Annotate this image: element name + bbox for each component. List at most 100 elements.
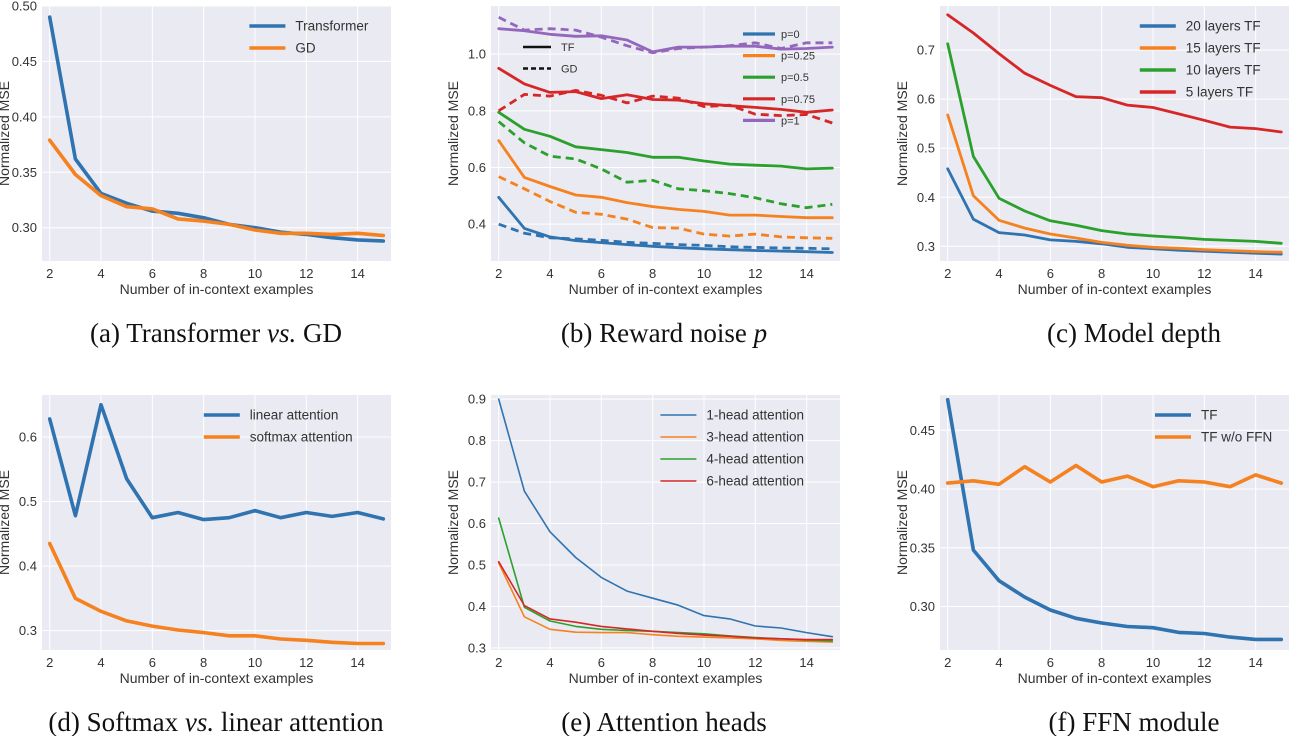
legend-label: softmax attention [250,430,353,445]
x-tick-label: 10 [697,655,711,670]
x-tick-label: 2 [495,655,502,670]
series-line-1-head-attention [497,398,834,638]
legend-label: p=0.5 [781,72,809,84]
y-tick-label: 0.4 [468,217,486,232]
series-line-p-0-5 [497,110,834,171]
legend: p=0 p=0.25 p=0.5 p=0.75 p=1 TF GD [523,29,815,127]
series-line-green-dashed [497,120,833,210]
x-tick-label: 8 [200,266,207,281]
legend-label: p=1 [781,115,800,127]
y-tick-label: 0.4 [917,190,935,205]
series-line-15-layers-tf [946,113,1283,254]
legend-label: linear attention [250,408,339,423]
legend-label: 3-head attention [706,430,804,445]
subfigure-caption: (e) Attention heads [561,707,766,736]
chart-panel-5: 2 4 6 8 10 12 14 0.3 0.4 0.5 0.6 0.7 0.8 0.9 Number of… [445,392,840,736]
chart-panel-4: 2 4 6 8 10 12 14 0.3 0.4 0.5 0.6 Number of in-conte… [0,395,391,736]
legend-label: p=0 [781,29,800,41]
legend: Transformer GD [249,19,369,56]
y-tick-label: 0.5 [19,494,37,509]
x-tick-label: 8 [649,266,656,281]
y-tick-label: 0.50 [12,0,37,14]
x-tick-label: 6 [598,655,605,670]
subfigure-caption: (a) Transformer vs. GD [90,318,342,348]
x-tick-label: 2 [46,655,53,670]
y-tick-label: 0.45 [910,423,935,438]
x-tick-label: 2 [495,266,502,281]
x-tick-label: 4 [546,655,553,670]
series-line-softmax-attention [47,541,386,646]
legend-label: GD [295,41,316,56]
x-tick-label: 8 [649,655,656,670]
legend-label: Transformer [295,19,369,34]
x-axis-label: Number of in-context examples [120,281,314,297]
x-tick-label: 12 [748,266,762,281]
series-line-linear-attention [47,402,386,522]
x-tick-label: 10 [248,266,262,281]
series-line-10-layers-tf [946,42,1283,245]
subfigure-caption: (d) Softmax vs. linear attention [48,707,384,736]
y-tick-label: 0.4 [468,599,486,614]
y-tick-label: 0.35 [12,165,37,180]
x-tick-label: 6 [1047,655,1054,670]
y-tick-label: 0.6 [19,429,37,444]
x-tick-label: 4 [546,266,553,281]
series-group [946,13,1283,256]
plot-area [42,6,391,261]
x-tick-label: 6 [598,266,605,281]
legend-label: 1-head attention [706,408,804,423]
legend-label: TF w/o FFN [1201,430,1272,445]
series-line-tf-w-o-ffn [945,463,1284,489]
x-tick-label: 6 [1047,266,1054,281]
x-axis-label: Number of in-context examples [1018,281,1212,297]
x-tick-label: 14 [1248,655,1262,670]
y-tick-label: 0.6 [917,92,935,107]
y-tick-label: 0.7 [917,43,935,58]
y-axis-label: Normalized MSE [445,470,461,575]
subfigure-caption: (f) FFN module [1049,707,1220,736]
legend-label: 5 layers TF [1186,85,1253,100]
x-tick-label: 4 [97,266,104,281]
x-tick-label: 14 [350,266,364,281]
y-axis-label: Normalized MSE [0,81,12,186]
x-tick-label: 14 [350,655,364,670]
series-line-3-head-attention [497,562,834,643]
series-line-tf [945,397,1284,642]
x-axis-label: Number of in-context examples [1018,670,1212,686]
x-tick-label: 14 [799,655,813,670]
y-tick-label: 0.35 [910,540,935,555]
x-tick-label: 14 [799,266,813,281]
y-tick-label: 0.3 [19,623,37,638]
x-tick-label: 12 [299,655,313,670]
x-tick-label: 6 [149,655,156,670]
subfigure-caption: (b) Reward noise p [561,318,767,348]
series-line-orange-dashed [498,175,833,240]
series-line-p-0-75 [497,66,834,114]
y-tick-label: 0.6 [468,516,486,531]
y-tick-label: 0.3 [468,640,486,655]
chart-panel-1: 2 4 6 8 10 12 14 0.30 0.35 0.40 0.45 0.50 Number of … [0,0,391,348]
series-line-gd [47,138,386,238]
y-tick-label: 0.8 [468,433,486,448]
chart-panel-3: 2 4 6 8 10 12 14 0.3 0.4 0.5 0.6 0.7 Number of in-co… [894,6,1289,348]
x-tick-label: 2 [944,266,951,281]
x-tick-label: 8 [200,655,207,670]
series-line-purple-dashed [498,16,833,55]
y-axis-label: Normalized MSE [0,470,12,575]
y-tick-label: 0.30 [910,599,935,614]
series-line-red-dashed [497,89,833,125]
series-line-20-layers-tf [946,167,1283,256]
legend-label: 15 layers TF [1186,41,1261,56]
legend-label: 20 layers TF [1186,19,1261,34]
x-tick-label: 14 [1248,266,1262,281]
y-tick-label: 0.40 [12,109,37,124]
x-tick-label: 10 [1146,655,1160,670]
x-tick-label: 8 [1098,266,1105,281]
series-line-blue-dashed [498,222,833,251]
series-line-5-layers-tf [946,13,1283,134]
legend: 1-head attention 3-head attention 4-head a… [660,408,804,489]
x-tick-label: 2 [944,655,951,670]
y-tick-label: 1.0 [468,47,486,62]
series-group [497,16,834,254]
x-axis-label: Number of in-context examples [120,670,314,686]
